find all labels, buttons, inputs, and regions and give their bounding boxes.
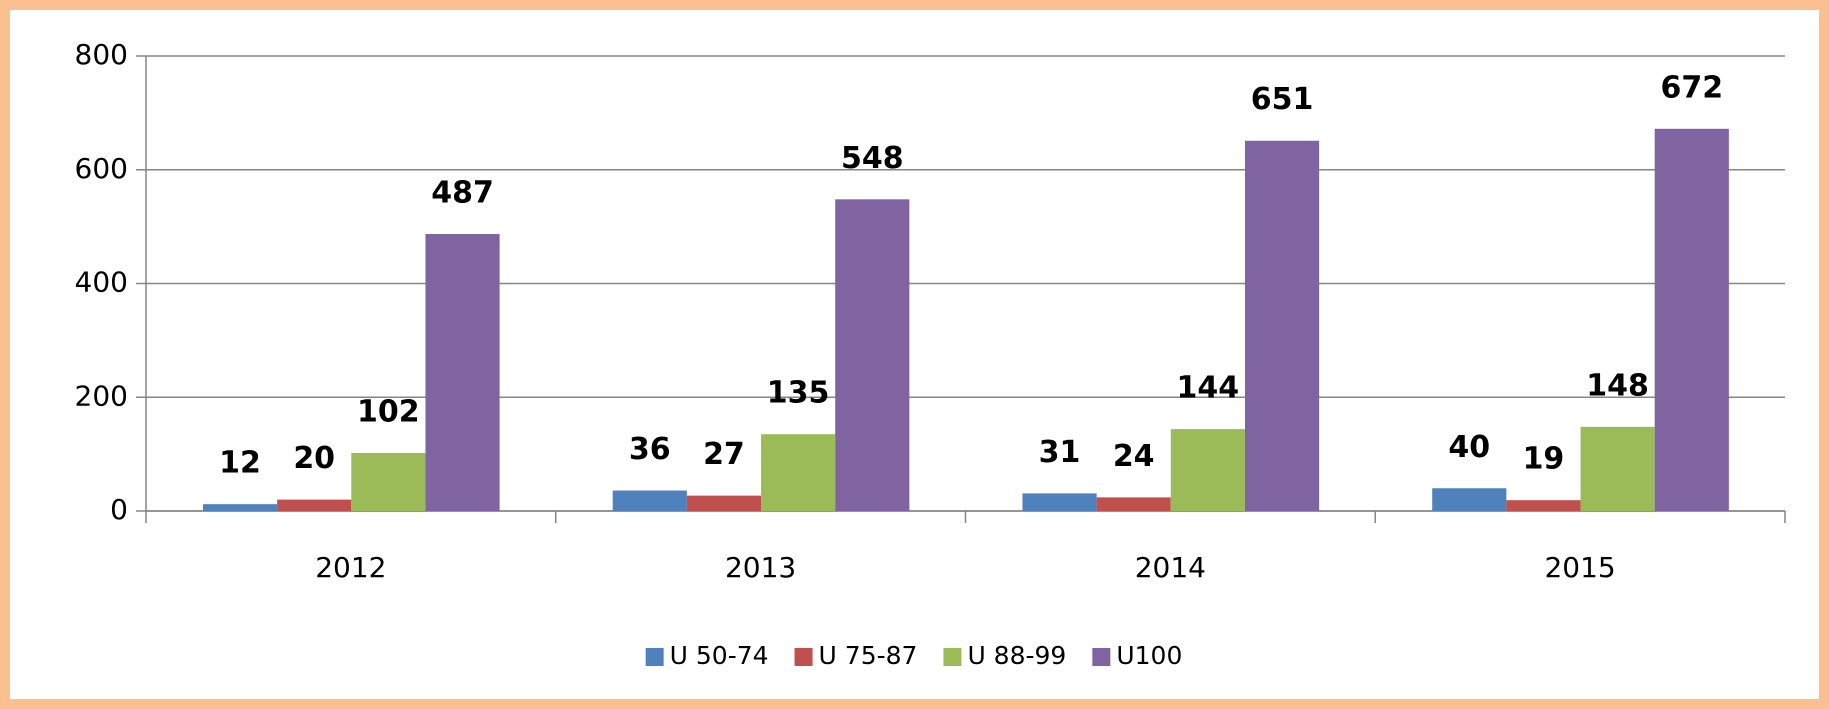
y-tick-label: 800 bbox=[75, 38, 128, 71]
bar bbox=[277, 499, 352, 511]
data-label: 20 bbox=[293, 441, 335, 476]
bar bbox=[761, 434, 836, 511]
data-label: 672 bbox=[1660, 70, 1723, 105]
legend-swatch bbox=[1092, 648, 1111, 666]
bar bbox=[425, 234, 500, 512]
bar bbox=[202, 504, 278, 511]
data-label: 651 bbox=[1251, 82, 1314, 117]
legend-label: U 88-99 bbox=[967, 641, 1066, 670]
legend-swatch bbox=[645, 648, 664, 666]
bar bbox=[1654, 128, 1729, 512]
x-tick-label: 2015 bbox=[1544, 551, 1615, 584]
bar bbox=[1244, 140, 1320, 511]
x-tick-label: 2012 bbox=[315, 551, 386, 584]
data-label: 144 bbox=[1177, 371, 1240, 406]
y-tick-label: 200 bbox=[75, 379, 128, 412]
bar bbox=[351, 452, 426, 511]
data-label: 40 bbox=[1448, 430, 1490, 465]
bar bbox=[1170, 429, 1245, 511]
data-label: 27 bbox=[703, 437, 745, 472]
data-label: 102 bbox=[357, 394, 420, 429]
data-label: 12 bbox=[219, 446, 261, 481]
bar bbox=[1432, 488, 1507, 511]
data-label: 31 bbox=[1039, 435, 1081, 470]
x-tick-label: 2014 bbox=[1135, 551, 1206, 584]
legend-label: U 75-87 bbox=[819, 641, 918, 670]
data-label: 24 bbox=[1113, 439, 1155, 474]
y-tick-label: 400 bbox=[75, 266, 128, 299]
legend-swatch bbox=[943, 648, 962, 666]
data-label: 19 bbox=[1523, 442, 1565, 477]
legend-swatch bbox=[794, 648, 813, 666]
bar bbox=[1096, 497, 1171, 511]
legend-label: U 50-74 bbox=[670, 641, 769, 670]
bar bbox=[1022, 493, 1097, 511]
y-tick-label: 0 bbox=[110, 493, 128, 526]
data-label: 135 bbox=[767, 376, 830, 411]
bar bbox=[835, 199, 910, 511]
x-tick-label: 2013 bbox=[725, 551, 796, 584]
data-label: 487 bbox=[431, 176, 494, 211]
bar bbox=[686, 495, 762, 511]
bar bbox=[1580, 426, 1655, 511]
data-label: 548 bbox=[841, 141, 904, 176]
bar bbox=[1506, 500, 1581, 511]
legend-label: U100 bbox=[1116, 641, 1182, 670]
data-label: 36 bbox=[629, 432, 671, 467]
y-tick-label: 600 bbox=[75, 152, 128, 185]
bar bbox=[612, 490, 687, 511]
data-label: 148 bbox=[1586, 368, 1649, 403]
